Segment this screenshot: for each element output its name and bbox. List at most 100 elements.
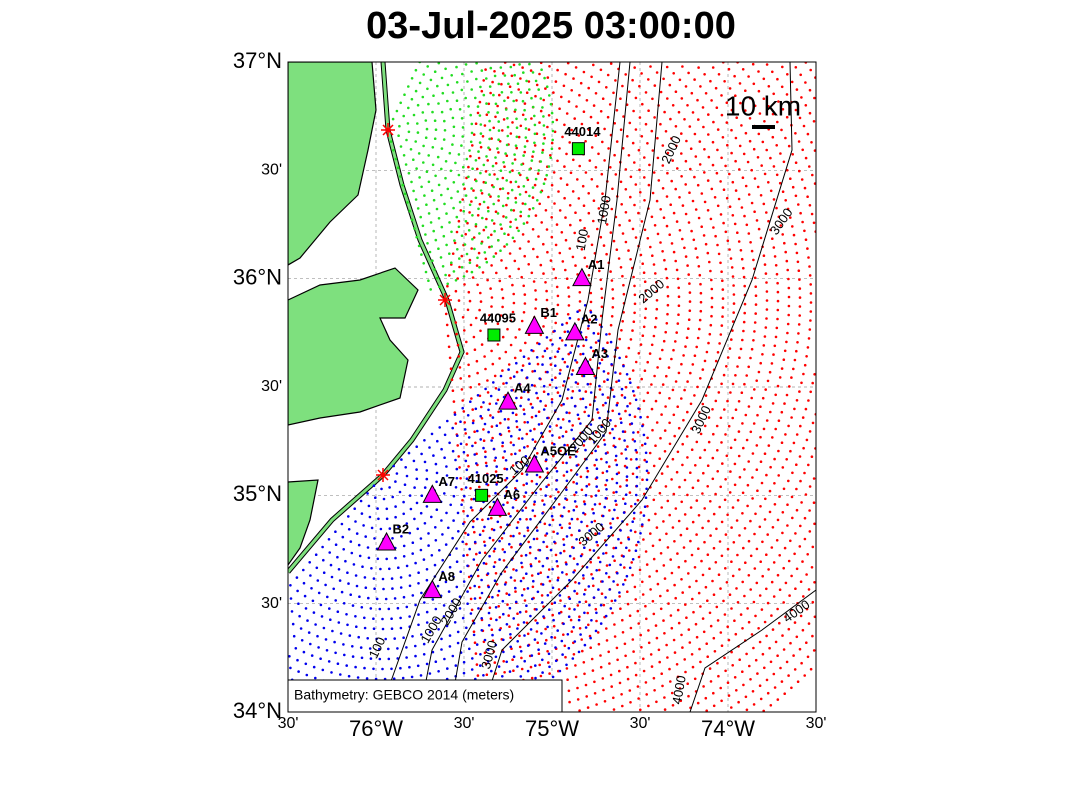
radar-dot [709, 269, 712, 273]
radar-dot [787, 304, 791, 308]
radar-dot [625, 523, 629, 526]
radar-dot [671, 526, 675, 529]
radar-dot [565, 411, 568, 414]
radar-dot [503, 165, 506, 168]
radar-dot [765, 587, 768, 591]
radar-dot [571, 255, 575, 259]
radar-dot [397, 134, 400, 137]
radar-dot [716, 243, 719, 247]
radar-dot [605, 479, 609, 482]
radar-dot [724, 478, 727, 481]
radar-dot [461, 198, 465, 201]
radar-dot [488, 245, 491, 249]
radar-dot [669, 203, 672, 206]
radar-dot [515, 425, 519, 429]
radar-dot [800, 501, 803, 504]
radar-dot [539, 263, 543, 267]
radar-dot [678, 78, 682, 82]
radar-dot [500, 82, 503, 86]
radar-dot [314, 623, 317, 626]
radar-dot [762, 254, 766, 257]
radar-dot [594, 532, 597, 535]
radar-dot [472, 630, 476, 633]
radar-dot [556, 532, 559, 535]
contour-3000 [481, 62, 793, 712]
radar-dot [770, 614, 773, 617]
radar-dot [453, 239, 456, 242]
radar-dot [793, 358, 797, 362]
radar-dot [455, 230, 459, 234]
radar-dot [598, 502, 602, 506]
radar-dot [320, 615, 324, 618]
radar-dot [478, 141, 482, 144]
radar-dot [473, 430, 476, 434]
radar-dot [530, 349, 533, 352]
radar-dot [644, 91, 648, 94]
radar-dot [793, 407, 796, 411]
radar-dot [473, 641, 477, 644]
radar-dot [606, 355, 609, 358]
radar-dot [545, 638, 548, 642]
radar-dot [526, 139, 529, 143]
radar-dot [465, 443, 468, 446]
radar-dot [370, 567, 373, 570]
radar-dot [676, 450, 680, 454]
radar-dot [754, 614, 757, 618]
radar-dot [753, 276, 757, 280]
station-marker [422, 484, 443, 503]
radar-dot [578, 709, 581, 712]
radar-dot [622, 115, 625, 118]
radar-dot [468, 586, 472, 590]
radar-dot [672, 638, 676, 642]
radar-dot [719, 631, 723, 634]
radar-dot [465, 252, 469, 256]
radar-dot [551, 343, 554, 346]
radar-dot [628, 549, 631, 552]
radar-dot [547, 568, 551, 571]
radar-dot [324, 638, 328, 641]
radar-dot [639, 191, 642, 194]
radar-dot [800, 96, 803, 99]
radar-dot [600, 457, 603, 461]
radar-dot [475, 359, 479, 363]
radar-dot [511, 464, 515, 467]
radar-dot [506, 501, 509, 504]
radar-dot [554, 466, 557, 470]
radar-dot [506, 327, 509, 331]
radar-dot [608, 563, 612, 567]
radar-dot [801, 220, 804, 224]
radar-dot [709, 79, 712, 83]
radar-dot [798, 296, 802, 299]
radar-dot [772, 561, 776, 564]
radar-dot [462, 509, 465, 513]
radar-dot [557, 503, 561, 506]
radar-dot [782, 160, 786, 164]
radar-dot [645, 478, 649, 482]
radar-dot [757, 70, 760, 73]
radar-dot [767, 181, 770, 184]
y-tick-label: 30' [261, 378, 282, 395]
radar-dot [561, 135, 564, 139]
radar-dot [488, 494, 491, 498]
radar-dot [763, 666, 766, 670]
radar-dot [561, 323, 564, 326]
radar-dot [666, 285, 669, 289]
radar-dot [742, 546, 745, 550]
radar-dot [465, 477, 469, 481]
radar-dot [622, 283, 625, 287]
radar-dot [574, 359, 577, 362]
radar-dot [532, 247, 535, 251]
radar-dot [519, 404, 522, 408]
radar-dot [755, 219, 759, 222]
radar-dot [558, 251, 562, 255]
radar-dot [566, 365, 569, 368]
radar-dot [513, 356, 517, 360]
radar-dot [501, 444, 504, 448]
radar-dot [595, 467, 599, 471]
radar-dot [473, 540, 477, 544]
radar-dot [643, 228, 647, 232]
radar-dot [493, 70, 496, 73]
contour-label: 3000 [688, 403, 714, 436]
radar-dot [706, 251, 710, 255]
radar-dot [504, 152, 507, 155]
